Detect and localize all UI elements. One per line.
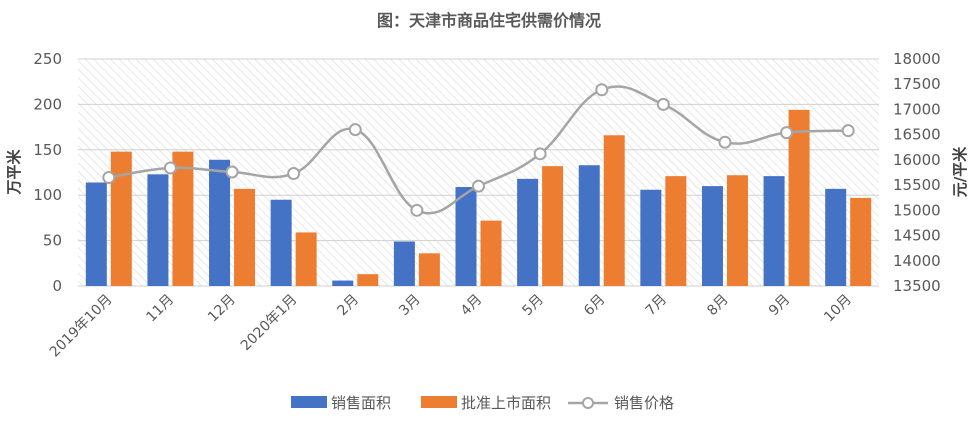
price-point [102,171,116,185]
y-tick-label-right: 13500 [893,277,941,295]
price-point [287,167,301,181]
chart-title: 图：天津市商品住宅供需价情况 [377,11,601,30]
plot-area-background [78,59,879,286]
y-tick-label-right: 18000 [893,50,941,68]
x-tick-label: 2020年1月 [238,292,301,355]
y-tick-labels-right: 13500 14000 14500 15000 15500 16000 16500 17000… [893,50,941,295]
bar-sales-area [578,165,600,286]
y-tick-labels-left: 0 50 100 150 200 250 [33,50,62,295]
y-tick-label-right: 15500 [893,176,941,194]
y-tick-label-right: 14500 [893,227,941,245]
bar-sales-area [455,187,477,286]
y-tick-label-right: 14000 [893,252,941,270]
y-tick-label-left: 250 [33,50,62,68]
y-tick-label-right: 15000 [893,201,941,219]
bar-sales-area [763,176,785,286]
bar-sales-area [147,174,169,286]
y-axis-label-left: 万平米 [5,149,23,196]
price-point [472,179,485,193]
x-tick-label: 11月 [143,292,177,326]
legend-swatch [291,396,327,408]
x-tick-label: 10月 [821,292,855,326]
x-tick-label: 9月 [766,292,794,320]
x-tick-label: 7月 [643,292,671,320]
x-tick-label: 8月 [704,292,732,320]
x-tick-labels: 2019年10月 11月 12月 2020年1月 2月 3月 4月 5月 6月 7月 8月 9月 10月 [47,292,855,361]
price-point [348,123,362,137]
price-point [718,135,732,149]
price-line-layer [102,83,855,217]
bar-approved-area [110,151,132,286]
bar-approved-area [357,274,379,286]
bar-sales-area [393,241,415,286]
bar-sales-area [517,178,539,286]
bar-sales-area [270,199,292,286]
bar-sales-area [825,188,847,286]
x-tick-label: 2019年10月 [47,292,116,361]
price-point [533,147,547,161]
y-tick-label-left: 100 [33,186,62,204]
y-tick-label-left: 200 [33,95,62,113]
x-tick-label: 3月 [396,292,424,320]
bar-approved-area [418,253,440,286]
price-point [410,203,424,217]
y-tick-label-left: 50 [43,232,62,250]
legend: 销售面积 批准上市面积 销售价格 [291,394,674,412]
y-tick-label-right: 17000 [893,100,941,118]
x-tick-label: 4月 [458,292,486,320]
legend-swatch [421,396,457,408]
y-tick-label-right: 16000 [893,151,941,169]
price-point [163,161,177,175]
x-tick-label: 6月 [581,292,609,320]
legend-label: 销售面积 [331,394,391,412]
bar-approved-area [542,166,564,286]
bar-layer [85,109,872,287]
price-point [595,83,609,97]
bar-approved-area [788,109,810,287]
y-axis-label-right: 元/平米 [951,146,969,197]
bar-approved-area [665,176,687,286]
y-tick-label-right: 16500 [893,126,941,144]
bar-approved-area [172,151,194,286]
bar-approved-area [603,135,625,286]
bar-sales-area [332,280,354,286]
bar-approved-area [295,232,317,286]
bar-approved-area [234,188,256,286]
price-point [780,126,794,140]
y-tick-label-right: 17500 [893,75,941,93]
price-point [656,97,670,111]
bar-sales-area [701,186,723,286]
price-point [841,124,855,138]
x-tick-label: 2月 [335,292,363,320]
legend-swatch-marker [582,397,594,409]
y-tick-label-left: 150 [33,141,62,159]
bar-approved-area [850,197,872,286]
x-tick-label: 5月 [519,292,547,320]
y-tick-label-left: 0 [52,277,62,295]
bar-sales-area [85,182,107,286]
price-point [225,165,239,179]
bar-approved-area [480,220,502,286]
legend-label: 批准上市面积 [461,394,551,412]
bar-sales-area [209,159,231,286]
bar-sales-area [640,189,662,286]
bar-approved-area [726,175,748,286]
legend-label: 销售价格 [614,394,674,412]
x-tick-label: 12月 [205,292,239,326]
